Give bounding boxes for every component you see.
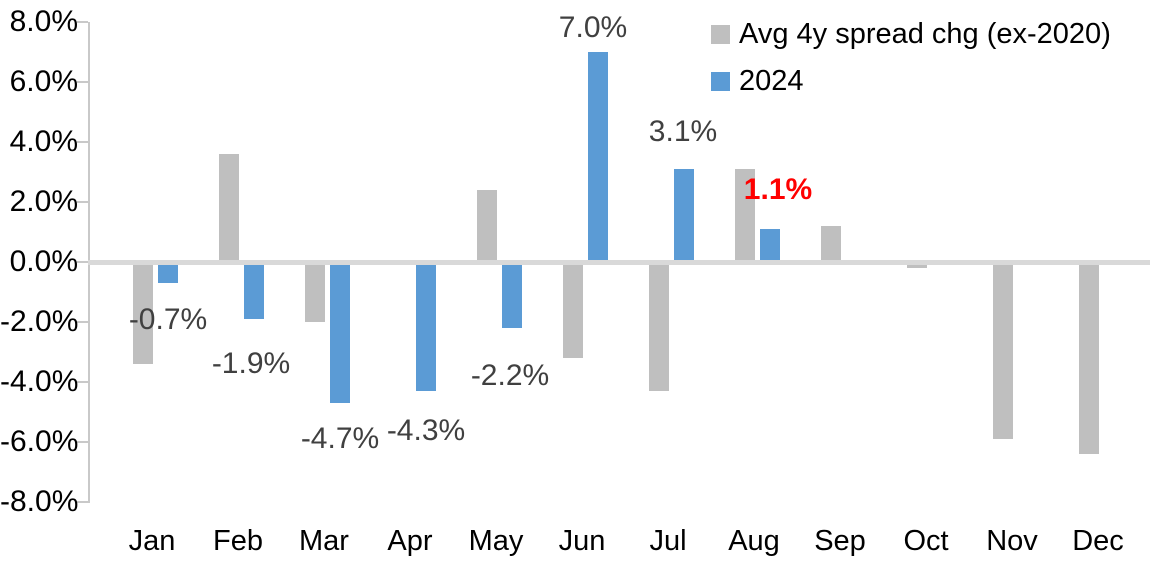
x-axis-label-feb: Feb <box>213 525 263 557</box>
bar-avg4y-jul <box>649 262 669 391</box>
bar-avg4y-feb <box>219 154 239 262</box>
bar-avg4y-jun <box>563 262 583 358</box>
legend: Avg 4y spread chg (ex-2020) 2024 <box>711 19 1111 113</box>
legend-item-avg-4y: Avg 4y spread chg (ex-2020) <box>711 19 1111 49</box>
bar-2024-mar <box>330 262 350 403</box>
y-axis-tick <box>77 381 88 383</box>
x-axis-label-mar: Mar <box>299 525 349 557</box>
data-label-mar: -4.7% <box>300 422 380 455</box>
bar-2024-may <box>502 262 522 328</box>
x-axis-label-apr: Apr <box>387 525 433 557</box>
bar-2024-jul <box>674 169 694 262</box>
data-label-jan: -0.7% <box>128 303 208 336</box>
bar-avg4y-sep <box>821 226 841 262</box>
legend-label-2024: 2024 <box>739 65 804 97</box>
bar-avg4y-mar <box>305 262 325 322</box>
data-label-apr: -4.3% <box>386 414 466 447</box>
data-label-jun: 7.0% <box>558 11 628 44</box>
y-axis-tick <box>77 261 88 263</box>
data-label-aug: 1.1% <box>743 173 813 206</box>
x-axis-label-aug: Aug <box>728 525 780 557</box>
y-axis-tick <box>77 441 88 443</box>
y-axis-tick-label: -4.0% <box>0 365 79 398</box>
y-axis-tick-label: 8.0% <box>9 5 78 38</box>
y-axis-tick <box>77 501 88 503</box>
y-axis-tick-label: 2.0% <box>9 185 78 218</box>
bar-avg4y-jan <box>133 262 153 364</box>
x-axis-label-oct: Oct <box>903 525 949 557</box>
y-axis-tick-label: -6.0% <box>0 425 79 458</box>
x-axis-label-jul: Jul <box>649 525 687 557</box>
bar-2024-apr <box>416 262 436 391</box>
x-axis-label-may: May <box>468 525 524 557</box>
y-axis-tick <box>77 321 88 323</box>
data-label-feb: -1.9% <box>211 347 291 380</box>
y-axis-tick <box>77 81 88 83</box>
x-axis-label-dec: Dec <box>1072 525 1124 557</box>
legend-swatch-blue <box>711 71 730 91</box>
y-axis-tick-label: 4.0% <box>9 125 78 158</box>
legend-label-avg-4y: Avg 4y spread chg (ex-2020) <box>739 18 1111 50</box>
legend-swatch-gray <box>711 24 730 44</box>
bar-avg4y-may <box>477 190 497 262</box>
y-axis-tick <box>77 201 88 203</box>
bar-2024-feb <box>244 262 264 319</box>
x-axis-label-jun: Jun <box>558 525 606 557</box>
x-axis-label-jan: Jan <box>128 525 176 557</box>
data-label-may: -2.2% <box>470 359 550 392</box>
y-axis-tick-label: 6.0% <box>9 65 78 98</box>
data-label-jul: 3.1% <box>648 115 718 148</box>
y-axis-tick-label: -2.0% <box>0 305 79 338</box>
zero-axis-line <box>88 260 1150 265</box>
legend-item-2024: 2024 <box>711 66 1111 96</box>
bar-avg4y-nov <box>993 262 1013 439</box>
y-axis-tick <box>77 141 88 143</box>
bar-2024-jan <box>158 262 178 283</box>
bar-2024-jun <box>588 52 608 262</box>
x-axis-label-sep: Sep <box>814 525 866 557</box>
bar-avg4y-aug <box>735 169 755 262</box>
bar-avg4y-oct <box>907 262 927 268</box>
bar-avg4y-dec <box>1079 262 1099 454</box>
y-axis-tick-label: -8.0% <box>0 485 79 518</box>
bar-2024-aug <box>760 229 780 262</box>
y-axis-tick <box>77 21 88 23</box>
y-axis-tick-label: 0.0% <box>9 245 78 278</box>
x-axis-label-nov: Nov <box>986 525 1038 557</box>
